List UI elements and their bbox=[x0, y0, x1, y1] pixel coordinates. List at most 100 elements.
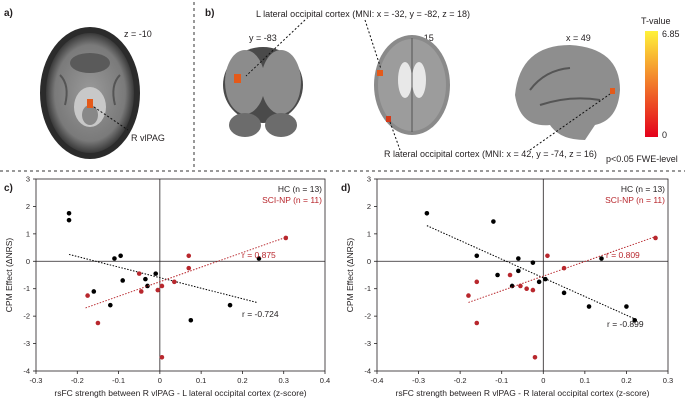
colorbar-min-label: 0 bbox=[662, 130, 668, 140]
chart-d-r-scinp: r = 0.809 bbox=[606, 250, 640, 260]
y-tick-label: 3 bbox=[367, 175, 371, 184]
axial-slice bbox=[374, 35, 450, 135]
fit-line-scinp bbox=[468, 236, 656, 303]
point-scinp bbox=[474, 320, 480, 326]
chart-d-r-hc: r = -0.899 bbox=[607, 319, 644, 329]
chart-d-xlabel: rsFC strength between R vlPAG - R latera… bbox=[396, 388, 650, 398]
panel-a-z-label: z = -10 bbox=[124, 29, 152, 39]
x-tick-label: -0.4 bbox=[371, 376, 384, 385]
point-scinp bbox=[186, 265, 192, 271]
point-scinp bbox=[466, 293, 471, 298]
x-tick-label: -0.1 bbox=[495, 376, 508, 385]
point-scinp bbox=[136, 271, 142, 276]
point-scinp bbox=[530, 287, 536, 293]
y-tick-label: 1 bbox=[26, 229, 30, 238]
point-scinp bbox=[172, 279, 177, 285]
scatter-chart-c: -0.3 -0.2 -0.1 0 0.1 0.2 0.3 0.4 -4 -3 -2 -1 0 1 2 3 rs… bbox=[4, 175, 330, 398]
threshold-note: p<0.05 FWE-level bbox=[606, 154, 678, 164]
axial-left-blob bbox=[377, 70, 383, 76]
point-hc bbox=[474, 253, 480, 259]
x-tick-label: 0.3 bbox=[278, 376, 288, 385]
point-scinp bbox=[653, 235, 658, 241]
chart-d-legend-hc: HC (n = 13) bbox=[621, 184, 665, 194]
point-hc bbox=[112, 256, 117, 261]
point-hc bbox=[153, 271, 159, 276]
point-scinp bbox=[95, 320, 101, 326]
point-hc bbox=[536, 279, 542, 285]
point-hc bbox=[120, 278, 125, 283]
point-scinp bbox=[545, 253, 550, 259]
point-scinp bbox=[85, 293, 90, 298]
point-scinp bbox=[532, 354, 538, 360]
y-tick-label: -1 bbox=[23, 284, 30, 293]
callout-line-top-left bbox=[245, 19, 306, 77]
point-scinp bbox=[159, 354, 165, 360]
slice-x-label: x = 49 bbox=[566, 33, 591, 43]
left-loc-blob bbox=[234, 74, 241, 83]
y-tick-label: 2 bbox=[26, 202, 30, 211]
point-hc bbox=[145, 283, 150, 289]
chart-d-legend-scinp: SCI-NP (n = 11) bbox=[605, 195, 665, 205]
point-hc bbox=[530, 260, 536, 265]
x-tick-label: 0.2 bbox=[237, 376, 247, 385]
vlpag-roi-marker bbox=[87, 99, 93, 108]
y-tick-label: -3 bbox=[23, 339, 30, 348]
chart-c-r-hc: r = -0.724 bbox=[242, 309, 279, 319]
point-scinp bbox=[138, 289, 144, 294]
x-tick-label: -0.3 bbox=[412, 376, 425, 385]
y-tick-label: 2 bbox=[367, 202, 371, 211]
chart-c-legend-hc: HC (n = 13) bbox=[278, 184, 322, 194]
point-hc bbox=[624, 304, 629, 309]
brain-slices bbox=[223, 19, 620, 151]
colorbar-max-label: 6.85 bbox=[662, 29, 680, 39]
point-hc bbox=[495, 272, 500, 278]
point-scinp bbox=[283, 235, 289, 241]
point-hc bbox=[256, 256, 262, 261]
chart-c-ylabel: CPM Effect (ΔNRS) bbox=[4, 238, 14, 313]
chart-d-ylabel: CPM Effect (ΔNRS) bbox=[345, 238, 355, 313]
panel-a-letter: a) bbox=[4, 8, 13, 19]
fit-line-hc bbox=[68, 253, 258, 303]
panel-b-letter: b) bbox=[205, 8, 215, 19]
chart-c-xlabel: rsFC strength between R vlPAG - L latera… bbox=[54, 388, 306, 398]
plot-frame bbox=[376, 178, 669, 372]
fit-line-scinp bbox=[85, 236, 289, 309]
panel-c-letter: c) bbox=[4, 183, 13, 194]
colorbar-title: T-value bbox=[641, 16, 671, 26]
point-hc bbox=[586, 304, 592, 309]
point-scinp bbox=[507, 272, 513, 278]
x-tick-label: 0 bbox=[158, 376, 162, 385]
point-hc bbox=[227, 302, 233, 308]
scatter-chart-d: -0.4 -0.3 -0.2 -0.1 0 0.1 0.2 0.3 -4 -3 -2 -1 0 1 2 3 r… bbox=[345, 175, 673, 398]
x-tick-label: 0.2 bbox=[621, 376, 631, 385]
sagittal-slice bbox=[515, 45, 620, 140]
point-hc bbox=[543, 276, 548, 282]
y-tick-label: -1 bbox=[364, 284, 371, 293]
y-tick-label: -4 bbox=[364, 367, 371, 376]
x-tick-label: -0.2 bbox=[71, 376, 84, 385]
point-hc bbox=[424, 210, 430, 216]
x-tick-label: 0.3 bbox=[663, 376, 673, 385]
point-hc bbox=[632, 317, 638, 323]
point-hc bbox=[599, 256, 604, 261]
point-hc bbox=[66, 210, 72, 216]
axial-brain-image bbox=[40, 27, 140, 159]
x-tick-label: 0.1 bbox=[196, 376, 206, 385]
callout-line-top-right bbox=[364, 19, 382, 70]
x-tick-label: 0.1 bbox=[580, 376, 590, 385]
chart-c-legend-scinp: SCI-NP (n = 11) bbox=[262, 195, 322, 205]
axial-right-blob bbox=[386, 116, 391, 122]
point-scinp bbox=[186, 253, 192, 259]
panel-d-letter: d) bbox=[341, 183, 351, 194]
sagittal-blob bbox=[610, 88, 615, 94]
chart-c-r-scinp: r = 0.875 bbox=[242, 250, 276, 260]
point-scinp bbox=[159, 283, 165, 289]
point-hc bbox=[143, 276, 148, 282]
slice-y-label: y = -83 bbox=[249, 33, 277, 43]
point-hc bbox=[66, 217, 72, 223]
x-tick-label: -0.1 bbox=[112, 376, 125, 385]
x-tick-label: -0.2 bbox=[454, 376, 467, 385]
x-tick-label: 0.4 bbox=[320, 376, 330, 385]
point-hc bbox=[118, 253, 123, 259]
